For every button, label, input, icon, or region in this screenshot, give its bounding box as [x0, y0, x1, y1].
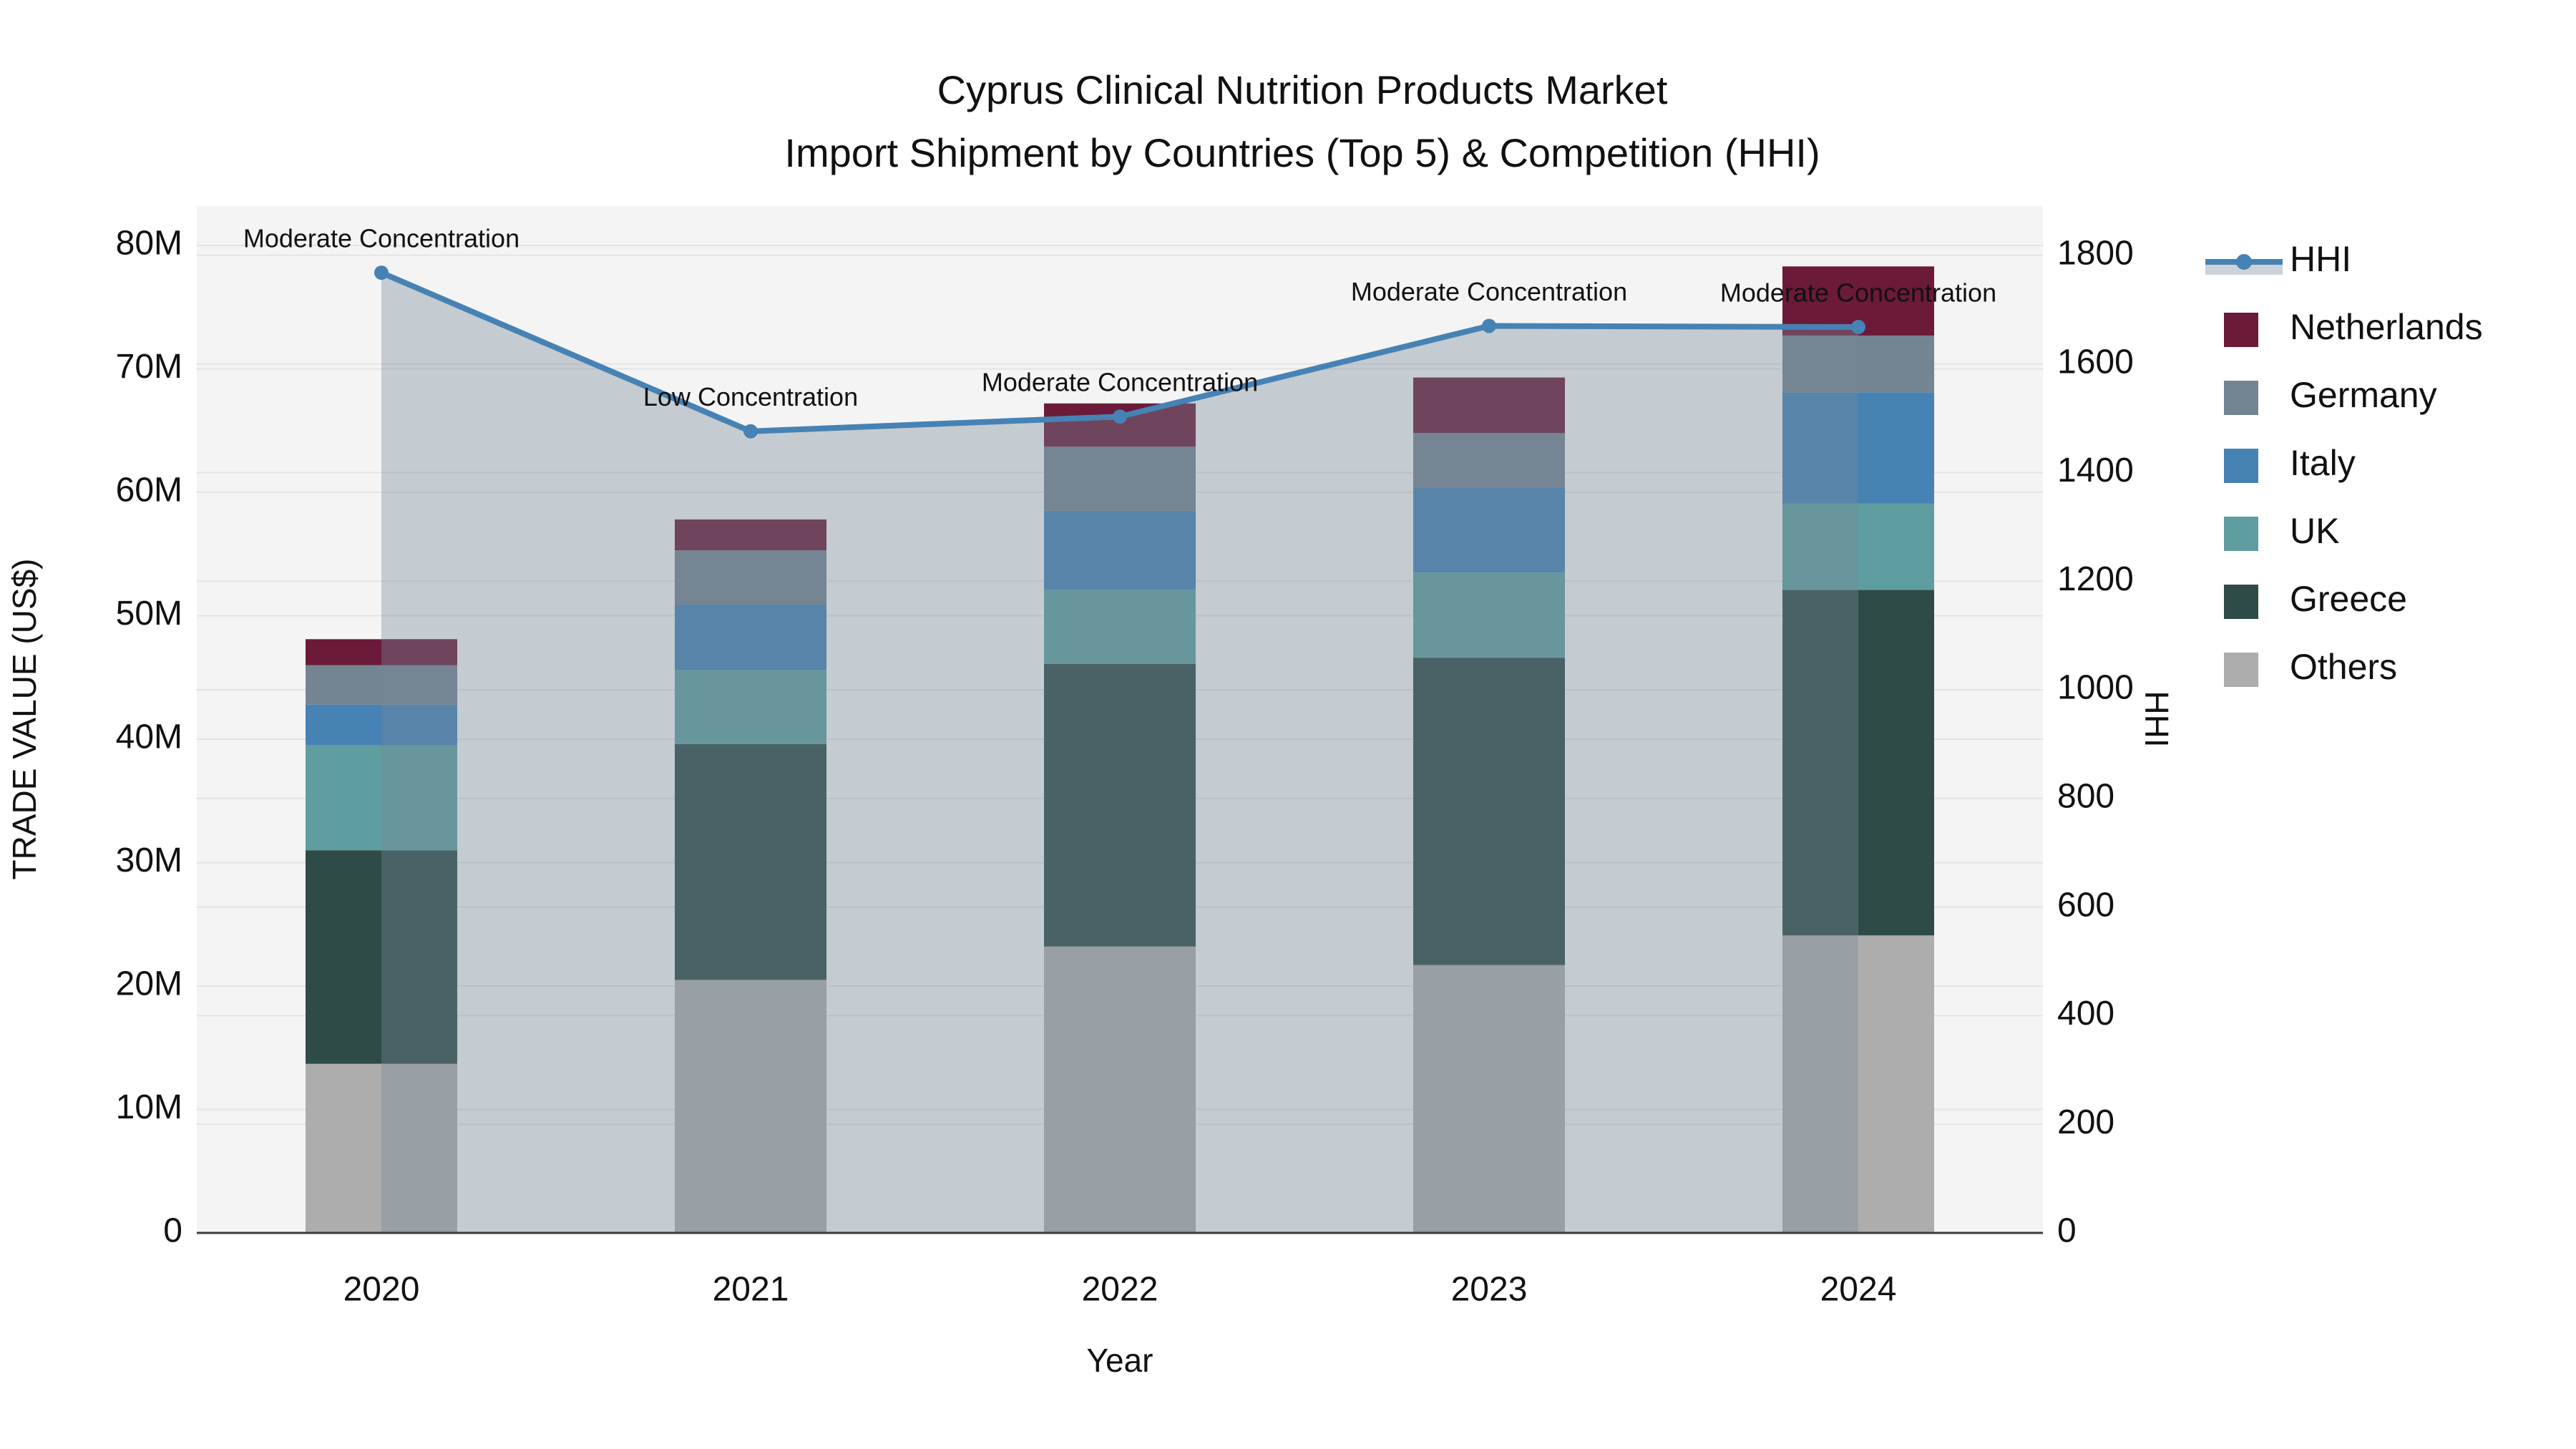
x-tick-2023: 2023	[1451, 1271, 1528, 1309]
y-right-tick-400: 400	[2057, 995, 2114, 1033]
legend-swatch-netherlands	[2224, 313, 2258, 347]
legend-item-others[interactable]: Others	[2224, 647, 2397, 687]
bar-segment-2023-greece[interactable]	[1413, 658, 1565, 965]
y-left-tick-70M: 70M	[116, 348, 182, 386]
y-right-tick-1200: 1200	[2057, 560, 2134, 598]
legend-label-greece: Greece	[2290, 579, 2407, 619]
bar-segment-2022-germany[interactable]	[1044, 447, 1196, 511]
annotation-2020: Moderate Concentration	[243, 224, 519, 253]
y-left-axis-title: TRADE VALUE (US$)	[6, 558, 43, 879]
bar-segment-2022-others[interactable]	[1044, 946, 1196, 1233]
legend-label-netherlands: Netherlands	[2290, 307, 2483, 347]
legend: HHI Netherlands Germany Italy UK Greece Others	[2205, 239, 2483, 687]
bar-segment-2021-italy[interactable]	[675, 604, 826, 670]
bar-segment-2024-germany[interactable]	[1782, 335, 1934, 393]
tick-labels-layer: 0 10M 20M 30M 40M 50M 60M 70M 80M 0 200 400 600 800 10…	[116, 225, 2134, 1309]
legend-label-others: Others	[2290, 647, 2397, 687]
y-right-tick-1800: 1800	[2057, 234, 2134, 272]
y-left-tick-60M: 60M	[116, 472, 182, 509]
legend-swatch-others	[2224, 653, 2258, 687]
y-left-tick-40M: 40M	[116, 718, 182, 756]
annotation-2024: Moderate Concentration	[1720, 278, 1996, 308]
y-right-tick-600: 600	[2057, 886, 2114, 924]
legend-item-uk[interactable]: UK	[2224, 511, 2339, 551]
y-right-tick-1600: 1600	[2057, 343, 2134, 381]
x-tick-2020: 2020	[343, 1271, 420, 1309]
y-left-tick-20M: 20M	[116, 965, 182, 1003]
bar-segment-2020-italy[interactable]	[306, 704, 457, 746]
legend-label-germany: Germany	[2290, 375, 2437, 415]
y-right-tick-1000: 1000	[2057, 669, 2134, 707]
bar-segment-2024-italy[interactable]	[1782, 392, 1934, 504]
legend-swatch-greece	[2224, 585, 2258, 619]
legend-swatch-germany	[2224, 381, 2258, 415]
x-tick-2021: 2021	[713, 1271, 789, 1309]
legend-item-hhi[interactable]: HHI	[2205, 239, 2351, 279]
y-right-tick-800: 800	[2057, 777, 2114, 815]
legend-item-germany[interactable]: Germany	[2224, 375, 2437, 415]
annotation-2021: Low Concentration	[643, 382, 858, 411]
y-left-tick-0: 0	[163, 1212, 182, 1250]
y-right-tick-200: 200	[2057, 1103, 2114, 1141]
bar-segment-2021-others[interactable]	[675, 980, 826, 1233]
y-right-axis-title: HHI	[2138, 691, 2175, 747]
bar-segment-2022-italy[interactable]	[1044, 510, 1196, 590]
legend-item-italy[interactable]: Italy	[2224, 443, 2356, 483]
bar-segment-2020-others[interactable]	[306, 1063, 457, 1233]
bar-segment-2020-germany[interactable]	[306, 665, 457, 705]
bar-segment-2024-uk[interactable]	[1782, 503, 1934, 590]
bar-segment-2021-uk[interactable]	[675, 670, 826, 744]
bar-segment-2024-others[interactable]	[1782, 935, 1934, 1233]
hhi-marker-2020[interactable]	[374, 265, 389, 280]
hhi-marker-2023[interactable]	[1482, 318, 1496, 333]
bar-segment-2023-netherlands[interactable]	[1413, 377, 1565, 434]
bar-segment-2024-greece[interactable]	[1782, 590, 1934, 936]
hhi-line-layer	[374, 265, 1865, 439]
chart-title-line-2: Import Shipment by Countries (Top 5) & C…	[784, 130, 1820, 175]
stacked-bars-layer	[306, 266, 1934, 1233]
legend-label-uk: UK	[2290, 511, 2339, 551]
hhi-marker-2021[interactable]	[743, 424, 758, 439]
hhi-marker-2024[interactable]	[1851, 319, 1865, 334]
hhi-marker-2022[interactable]	[1113, 409, 1127, 424]
y-left-tick-30M: 30M	[116, 841, 182, 879]
y-left-tick-10M: 10M	[116, 1088, 182, 1126]
bar-segment-2022-greece[interactable]	[1044, 663, 1196, 947]
legend-label-hhi: HHI	[2290, 239, 2351, 279]
annotation-2023: Moderate Concentration	[1351, 277, 1627, 306]
bar-segment-2023-others[interactable]	[1413, 965, 1565, 1233]
y-left-tick-50M: 50M	[116, 595, 182, 633]
annotation-2022: Moderate Concentration	[982, 368, 1258, 397]
bar-segment-2023-italy[interactable]	[1413, 487, 1565, 573]
annotations-layer: Moderate Concentration Low Concentration M…	[243, 224, 1996, 412]
legend-swatch-italy	[2224, 449, 2258, 483]
bar-segment-2020-netherlands[interactable]	[306, 639, 457, 665]
bar-segment-2020-greece[interactable]	[306, 850, 457, 1064]
legend-swatch-uk	[2224, 517, 2258, 551]
legend-hhi-marker-swatch	[2236, 254, 2252, 270]
bar-segment-2021-netherlands[interactable]	[675, 519, 826, 551]
bar-segment-2020-uk[interactable]	[306, 745, 457, 851]
bar-segment-2021-greece[interactable]	[675, 743, 826, 980]
chart-title-line-1: Cyprus Clinical Nutrition Products Marke…	[937, 67, 1668, 112]
legend-item-netherlands[interactable]: Netherlands	[2224, 307, 2483, 347]
x-tick-2022: 2022	[1082, 1271, 1158, 1309]
bar-segment-2022-uk[interactable]	[1044, 590, 1196, 664]
legend-label-italy: Italy	[2290, 443, 2356, 483]
y-right-tick-1400: 1400	[2057, 452, 2134, 489]
hhi-area-fill	[381, 273, 1858, 1233]
bar-segment-2023-germany[interactable]	[1413, 433, 1565, 488]
x-tick-2024: 2024	[1820, 1271, 1897, 1309]
bar-segment-2023-uk[interactable]	[1413, 572, 1565, 658]
legend-item-greece[interactable]: Greece	[2224, 579, 2407, 619]
y-left-tick-80M: 80M	[116, 225, 182, 263]
x-axis-title: Year	[1087, 1342, 1153, 1379]
hhi-area-layer	[381, 273, 1858, 1233]
bar-segment-2021-germany[interactable]	[675, 550, 826, 605]
y-right-tick-0: 0	[2057, 1212, 2077, 1250]
